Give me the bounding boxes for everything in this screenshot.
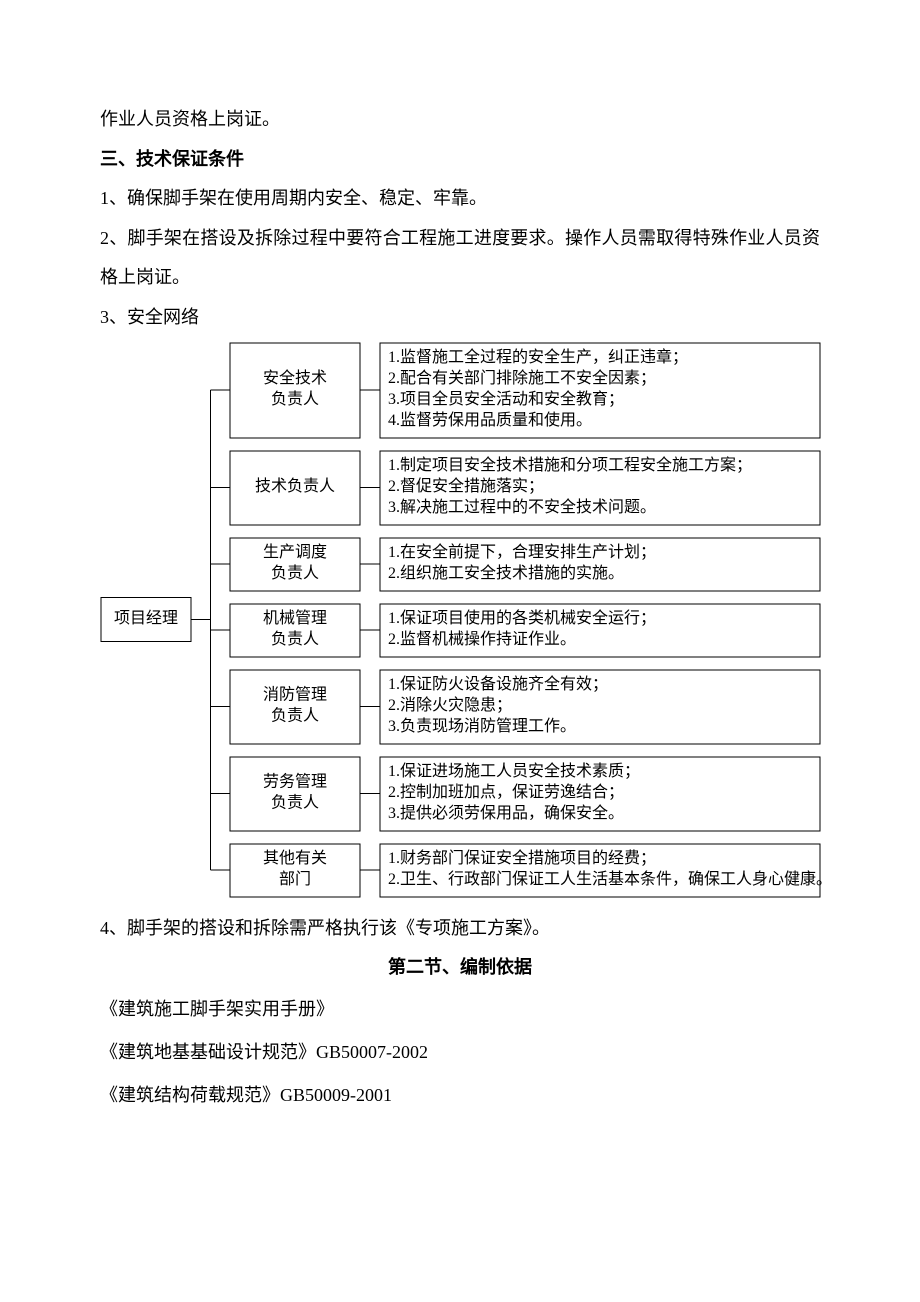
svg-text:3.项目全员安全活动和安全教育；: 3.项目全员安全活动和安全教育； bbox=[388, 390, 624, 408]
svg-text:2.配合有关部门排除施工不安全因素；: 2.配合有关部门排除施工不安全因素； bbox=[388, 369, 656, 387]
svg-text:4.监督劳保用品质量和使用。: 4.监督劳保用品质量和使用。 bbox=[388, 411, 592, 429]
svg-text:1.在安全前提下，合理安排生产计划；: 1.在安全前提下，合理安排生产计划； bbox=[388, 543, 656, 561]
svg-text:部门: 部门 bbox=[279, 870, 311, 888]
reference-item: 《建筑施工脚手架实用手册》 bbox=[100, 988, 820, 1031]
item-4: 4、脚手架的搭设和拆除需严格执行该《专项施工方案》。 bbox=[100, 909, 820, 949]
item-3: 3、安全网络 bbox=[100, 298, 820, 338]
reference-item: 《建筑结构荷载规范》GB50009-2001 bbox=[100, 1074, 820, 1117]
svg-text:2.督促安全措施落实；: 2.督促安全措施落实； bbox=[388, 477, 544, 495]
svg-text:1.制定项目安全技术措施和分项工程安全施工方案；: 1.制定项目安全技术措施和分项工程安全施工方案； bbox=[388, 456, 752, 474]
svg-text:2.消除火灾隐患；: 2.消除火灾隐患； bbox=[388, 696, 512, 714]
svg-text:2.组织施工安全技术措施的实施。: 2.组织施工安全技术措施的实施。 bbox=[388, 564, 624, 582]
svg-text:2.卫生、行政部门保证工人生活基本条件，确保工人身心健康。: 2.卫生、行政部门保证工人生活基本条件，确保工人身心健康。 bbox=[388, 870, 822, 888]
svg-text:1.保证项目使用的各类机械安全运行；: 1.保证项目使用的各类机械安全运行； bbox=[388, 609, 656, 627]
svg-text:项目经理: 项目经理 bbox=[114, 609, 178, 627]
intro-text: 作业人员资格上岗证。 bbox=[100, 100, 820, 140]
svg-text:劳务管理: 劳务管理 bbox=[263, 772, 327, 790]
item-2: 2、脚手架在搭设及拆除过程中要符合工程施工进度要求。操作人员需取得特殊作业人员资… bbox=[100, 219, 820, 298]
svg-text:负责人: 负责人 bbox=[271, 706, 319, 724]
item-1: 1、确保脚手架在使用周期内安全、稳定、牢靠。 bbox=[100, 179, 820, 219]
section-3-title: 三、技术保证条件 bbox=[100, 140, 820, 180]
svg-text:技术负责人: 技术负责人 bbox=[255, 477, 335, 495]
svg-text:负责人: 负责人 bbox=[271, 630, 319, 648]
svg-text:负责人: 负责人 bbox=[271, 390, 319, 408]
svg-text:机械管理: 机械管理 bbox=[263, 609, 327, 627]
svg-text:3.负责现场消防管理工作。: 3.负责现场消防管理工作。 bbox=[388, 717, 576, 735]
svg-text:其他有关: 其他有关 bbox=[263, 849, 327, 867]
org-chart-svg: 项目经理 安全技术负责人 1.监督施工全过程的安全生产，纠正违章； 2.配合有关部门排… bbox=[100, 342, 822, 899]
svg-text:生产调度: 生产调度 bbox=[263, 543, 327, 561]
svg-text:1.财务部门保证安全措施项目的经费；: 1.财务部门保证安全措施项目的经费； bbox=[388, 849, 656, 867]
svg-text:1.监督施工全过程的安全生产，纠正违章；: 1.监督施工全过程的安全生产，纠正违章； bbox=[388, 348, 688, 366]
svg-text:3.解决施工过程中的不安全技术问题。: 3.解决施工过程中的不安全技术问题。 bbox=[388, 498, 656, 516]
org-chart: 项目经理 安全技术负责人 1.监督施工全过程的安全生产，纠正违章； 2.配合有关部门排… bbox=[100, 342, 820, 899]
svg-text:3.提供必须劳保用品，确保安全。: 3.提供必须劳保用品，确保安全。 bbox=[388, 804, 624, 822]
svg-text:消防管理: 消防管理 bbox=[263, 685, 327, 703]
svg-text:安全技术: 安全技术 bbox=[263, 369, 327, 387]
svg-text:2.监督机械操作持证作业。: 2.监督机械操作持证作业。 bbox=[388, 630, 576, 648]
svg-text:2.控制加班加点，保证劳逸结合；: 2.控制加班加点，保证劳逸结合； bbox=[388, 783, 624, 801]
svg-text:负责人: 负责人 bbox=[271, 793, 319, 811]
section-2-heading: 第二节、编制依据 bbox=[100, 948, 820, 988]
svg-text:1.保证防火设备设施齐全有效；: 1.保证防火设备设施齐全有效； bbox=[388, 675, 608, 693]
svg-text:1.保证进场施工人员安全技术素质；: 1.保证进场施工人员安全技术素质； bbox=[388, 762, 640, 780]
reference-list: 《建筑施工脚手架实用手册》《建筑地基基础设计规范》GB50007-2002《建筑… bbox=[100, 988, 820, 1118]
reference-item: 《建筑地基基础设计规范》GB50007-2002 bbox=[100, 1031, 820, 1074]
svg-text:负责人: 负责人 bbox=[271, 564, 319, 582]
